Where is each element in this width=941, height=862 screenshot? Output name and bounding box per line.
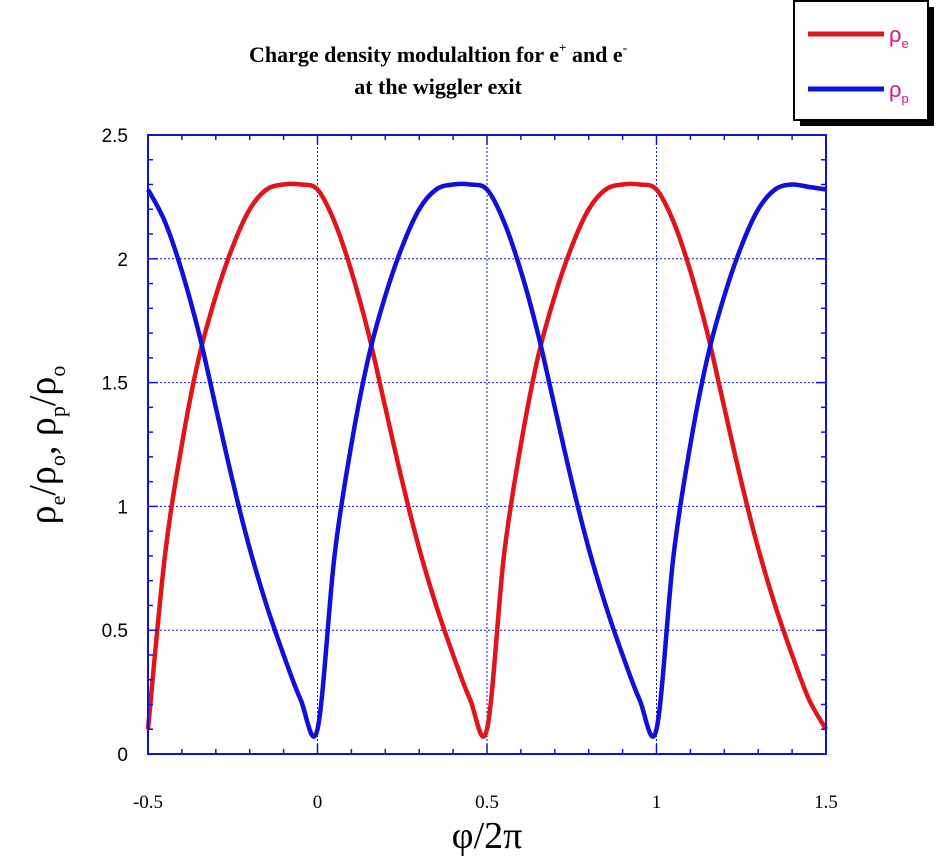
x-tick-label: 0	[313, 792, 323, 813]
x-tick-label: 0.5	[475, 792, 499, 813]
y-tick-label: 2.5	[102, 126, 128, 147]
legend-label-rho-e: ρe	[889, 22, 909, 51]
x-tick-label: 1.5	[814, 792, 838, 813]
chart-title-line1: Charge density modulaltion for e+ and e-	[249, 40, 627, 67]
y-tick-label: 1	[117, 497, 128, 518]
series-line-rho-e	[145, 181, 828, 739]
series-layer	[145, 181, 828, 739]
legend-label-rho-p: ρp	[889, 77, 909, 106]
y-tick-label: 1.5	[102, 374, 128, 395]
y-tick-label: 0.5	[102, 621, 128, 642]
y-tick-label: 2	[117, 250, 128, 271]
legend-box	[793, 0, 929, 121]
y-tick-labels: 0 0.5 1 1.5 2 2.5	[102, 126, 128, 766]
chart-title-line2: at the wiggler exit	[354, 74, 522, 99]
x-tick-labels: -0.5 0 0.5 1 1.5	[133, 792, 838, 813]
x-tick-label: 1	[652, 792, 662, 813]
grid-layer	[148, 135, 826, 754]
legend: ρe ρp	[793, 0, 934, 126]
tick-layer	[147, 134, 827, 755]
x-tick-label: -0.5	[133, 792, 163, 813]
series-line-rho-p	[146, 181, 827, 739]
chart-title-sup1: +	[559, 40, 566, 55]
chart-title-mid: and e	[566, 42, 622, 67]
y-axis-label: ρe/ρo, ρp/ρo	[22, 366, 70, 525]
chart-title-sup2: -	[623, 40, 627, 55]
y-tick-label: 0	[117, 745, 128, 766]
chart-title-main: Charge density modulaltion for e	[249, 42, 559, 67]
x-axis-label: φ/2π	[452, 815, 523, 857]
